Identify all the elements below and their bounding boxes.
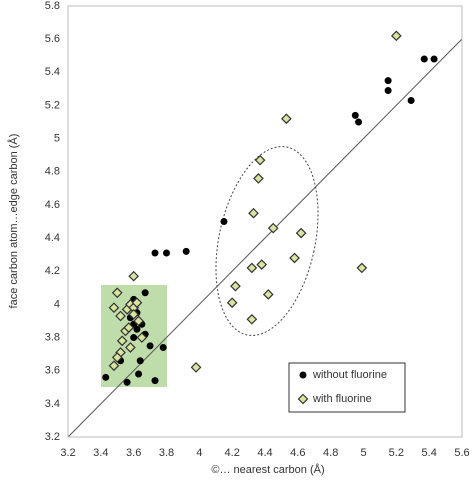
data-point xyxy=(182,247,190,255)
data-point xyxy=(108,302,120,314)
diagonal-line xyxy=(67,38,463,438)
data-point xyxy=(163,249,170,257)
y-tick-label: 3.2 xyxy=(45,431,60,443)
y-tick-label: 5.4 xyxy=(45,66,60,78)
data-point xyxy=(128,308,140,320)
x-tick-label: 5.4 xyxy=(422,447,437,459)
data-point xyxy=(115,310,126,322)
x-tick-label: 3.2 xyxy=(60,447,75,459)
y-tick-label: 5.6 xyxy=(45,33,60,45)
x-axis-label: ©… nearest carbon (Å) xyxy=(211,463,324,476)
legend-box xyxy=(288,362,406,413)
y-tick-label: 3.4 xyxy=(45,398,60,410)
data-point xyxy=(295,227,307,239)
x-tick-label: 3.8 xyxy=(159,447,174,459)
x-tick-label: 5 xyxy=(360,447,366,459)
data-point xyxy=(430,55,438,63)
data-point xyxy=(133,315,144,327)
data-point xyxy=(159,343,167,351)
data-point xyxy=(407,96,415,104)
x-tick-label: 3.4 xyxy=(93,447,108,459)
x-tick-label: 4.6 xyxy=(290,447,305,459)
data-point xyxy=(280,113,292,125)
data-point xyxy=(420,55,428,63)
legend-marker xyxy=(297,393,309,405)
data-point xyxy=(267,222,279,234)
y-tick-label: 5.2 xyxy=(45,99,60,111)
data-point xyxy=(356,262,368,274)
data-point xyxy=(136,332,148,343)
data-point xyxy=(151,249,159,257)
y-tick-label: 4.6 xyxy=(45,199,60,211)
legend-label: with fluorine xyxy=(312,393,372,405)
y-tick-label: 5 xyxy=(54,133,60,145)
data-point xyxy=(384,87,392,95)
x-tick-label: 4.4 xyxy=(257,447,272,459)
data-point xyxy=(256,259,268,270)
data-point xyxy=(351,111,359,119)
data-point xyxy=(355,118,363,126)
legend-marker xyxy=(299,371,307,379)
x-tick-label: 4 xyxy=(196,447,202,459)
data-point xyxy=(102,373,110,381)
data-point xyxy=(123,378,131,386)
data-point xyxy=(111,287,123,299)
data-point xyxy=(289,252,300,264)
data-point xyxy=(254,154,266,166)
legend-label: without fluorine xyxy=(312,369,387,381)
x-tick-label: 3.6 xyxy=(126,447,141,459)
data-point xyxy=(111,352,123,363)
data-point xyxy=(246,262,258,274)
highlight-ellipse xyxy=(215,146,319,336)
data-point xyxy=(146,342,154,350)
x-tick-label: 5.2 xyxy=(389,447,404,459)
data-point xyxy=(151,377,159,385)
x-tick-label: 5.6 xyxy=(454,447,469,459)
data-point xyxy=(141,289,149,297)
data-point xyxy=(230,280,241,292)
data-point xyxy=(384,77,392,85)
data-point xyxy=(130,334,138,342)
plot-frame xyxy=(67,5,463,438)
data-point xyxy=(246,313,258,325)
data-point xyxy=(108,360,120,372)
y-tick-label: 5.8 xyxy=(45,0,60,12)
data-point xyxy=(220,218,228,225)
data-point xyxy=(123,322,135,333)
y-tick-label: 3.8 xyxy=(45,331,60,343)
y-tick-label: 3.6 xyxy=(45,365,60,377)
data-point xyxy=(248,207,259,219)
y-tick-label: 4.8 xyxy=(45,166,60,178)
x-tick-label: 4.8 xyxy=(323,447,338,459)
data-point xyxy=(136,357,144,365)
data-point xyxy=(133,325,141,333)
data-point xyxy=(262,289,274,300)
y-tick-label: 4.4 xyxy=(45,232,60,244)
data-point xyxy=(125,342,136,353)
y-tick-label: 4 xyxy=(54,298,60,310)
y-axis-label: face carbon atom…edge carbon (Å) xyxy=(7,134,20,309)
data-point xyxy=(253,173,264,184)
data-point xyxy=(226,297,238,309)
y-tick-label: 4.2 xyxy=(45,265,60,277)
x-tick-label: 4.2 xyxy=(225,447,240,459)
data-point xyxy=(135,370,143,378)
data-point xyxy=(131,297,143,309)
data-point xyxy=(116,335,128,347)
data-point xyxy=(190,362,202,373)
data-point xyxy=(390,30,402,42)
data-point xyxy=(128,270,140,282)
